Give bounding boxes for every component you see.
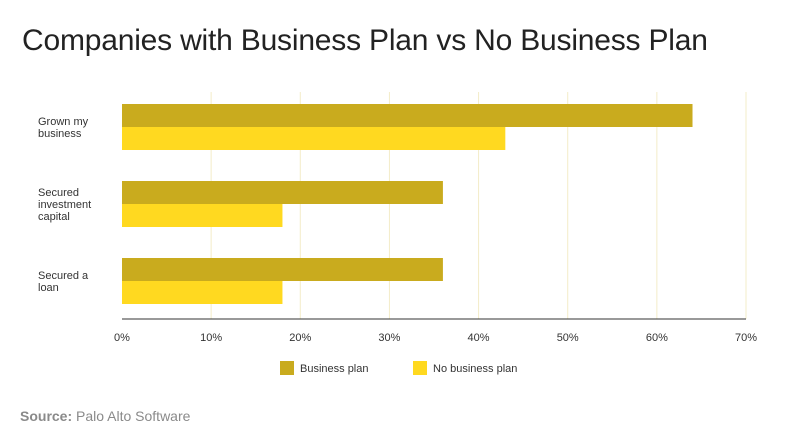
- x-tick-label: 0%: [114, 332, 130, 344]
- legend-swatch: [280, 361, 294, 375]
- source-note: Source: Palo Alto Software: [20, 408, 190, 424]
- x-tick-label: 50%: [557, 332, 579, 344]
- x-tick-label: 40%: [468, 332, 490, 344]
- source-label: Source:: [20, 408, 73, 424]
- bar: [122, 281, 283, 304]
- category-label: Secured a loan: [38, 270, 89, 294]
- x-tick-label: 20%: [289, 332, 311, 344]
- legend-label: Business plan: [300, 363, 369, 375]
- x-tick-label: 30%: [378, 332, 400, 344]
- legend-swatch: [413, 361, 427, 375]
- category-label: Secured investment capital: [38, 187, 91, 223]
- bar: [122, 258, 443, 281]
- source-text: Palo Alto Software: [76, 408, 191, 424]
- bar: [122, 181, 443, 204]
- x-tick-label: 60%: [646, 332, 668, 344]
- category-label: Grown my business: [38, 116, 89, 140]
- x-tick-label: 70%: [735, 332, 757, 344]
- bar: [122, 204, 283, 227]
- x-tick-label: 10%: [200, 332, 222, 344]
- chart-title: Companies with Business Plan vs No Busin…: [22, 24, 708, 57]
- bar: [122, 104, 693, 127]
- legend-label: No business plan: [433, 363, 517, 375]
- bar: [122, 127, 506, 150]
